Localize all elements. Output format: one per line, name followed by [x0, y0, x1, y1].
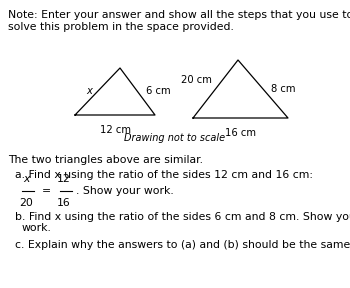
- Text: b. Find x using the ratio of the sides 6 cm and 8 cm. Show your: b. Find x using the ratio of the sides 6…: [8, 212, 350, 222]
- Text: Drawing not to scale: Drawing not to scale: [125, 133, 225, 143]
- Text: solve this problem in the space provided.: solve this problem in the space provided…: [8, 22, 234, 32]
- Text: a. Find x using the ratio of the sides 12 cm and 16 cm:: a. Find x using the ratio of the sides 1…: [8, 170, 313, 180]
- Text: 20: 20: [19, 198, 33, 208]
- Text: 6 cm: 6 cm: [146, 86, 170, 96]
- Text: 12 cm: 12 cm: [99, 125, 131, 135]
- Text: Note: Enter your answer and show all the steps that you use to: Note: Enter your answer and show all the…: [8, 10, 350, 20]
- Text: 8 cm: 8 cm: [271, 84, 295, 94]
- Text: The two triangles above are similar.: The two triangles above are similar.: [8, 155, 203, 165]
- Text: c. Explain why the answers to (a) and (b) should be the same.: c. Explain why the answers to (a) and (b…: [8, 240, 350, 250]
- Text: x: x: [86, 86, 92, 96]
- Text: work.: work.: [22, 223, 52, 233]
- Text: 12: 12: [57, 174, 71, 184]
- Text: 20 cm: 20 cm: [181, 75, 211, 85]
- Text: 16 cm: 16 cm: [225, 128, 256, 138]
- Text: 16: 16: [57, 198, 71, 208]
- Text: =: =: [41, 186, 50, 196]
- Text: x: x: [23, 174, 29, 184]
- Text: . Show your work.: . Show your work.: [76, 186, 174, 196]
